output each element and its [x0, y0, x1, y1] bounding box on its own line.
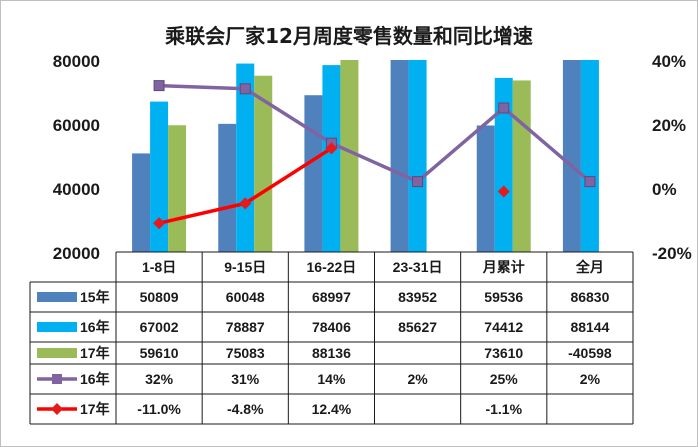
- legend-key-bar: [37, 348, 77, 358]
- data-label: 83952: [398, 289, 437, 305]
- data-label: 85627: [398, 319, 437, 335]
- bar-15年-月累计: [476, 125, 495, 252]
- data-label: 2%: [407, 371, 428, 387]
- data-label: 32%: [145, 371, 174, 387]
- bar-15年-全月: [562, 60, 581, 252]
- category-label: 9-15日: [224, 259, 266, 275]
- bar-16年-月累计: [494, 77, 513, 253]
- left-tick-label: 20000: [53, 244, 100, 263]
- data-label: 75083: [226, 345, 265, 361]
- right-tick-label: -20%: [652, 244, 692, 263]
- category-label: 16-22日: [307, 259, 357, 275]
- point-line-1-1-8日: [153, 217, 166, 230]
- category-label: 23-31日: [393, 259, 443, 275]
- left-tick-label: 40000: [53, 180, 100, 199]
- bar-16年-全月: [580, 60, 599, 252]
- bar-17年-16-22日: [340, 60, 359, 252]
- data-label: 78406: [312, 319, 351, 335]
- right-tick-label: 0%: [652, 180, 677, 199]
- bar-15年-23-31日: [390, 60, 409, 252]
- legend-label: 17年: [80, 345, 110, 361]
- point-line-0-月累计: [498, 102, 510, 114]
- category-label: 1-8日: [142, 259, 176, 275]
- category-label: 月累计: [482, 259, 525, 275]
- data-label: 78887: [226, 319, 265, 335]
- data-label: 14%: [317, 371, 346, 387]
- legend-label: 16年: [80, 371, 110, 387]
- data-label: 2%: [580, 371, 601, 387]
- data-label: 60048: [226, 289, 265, 305]
- bar-17年-1-8日: [168, 125, 187, 252]
- legend-key-marker: [51, 403, 63, 415]
- bar-17年-9-15日: [254, 75, 273, 252]
- right-tick-label: 40%: [652, 52, 686, 71]
- point-line-1-9-15日: [239, 197, 252, 210]
- data-label: 88144: [570, 319, 609, 335]
- point-line-1-16-22日: [325, 142, 338, 155]
- legend-key-bar: [37, 322, 77, 332]
- point-line-0-1-8日: [153, 80, 165, 92]
- data-label: 88136: [312, 345, 351, 361]
- data-label: 25%: [490, 371, 519, 387]
- data-label: -1.1%: [485, 401, 522, 417]
- left-tick-label: 80000: [53, 52, 100, 71]
- bar-15年-1-8日: [132, 153, 151, 252]
- data-label: 67002: [140, 319, 179, 335]
- data-label: 86830: [570, 289, 609, 305]
- data-label: 74412: [484, 319, 523, 335]
- data-label: 31%: [231, 371, 260, 387]
- data-label: 59536: [484, 289, 523, 305]
- legend-key-marker: [52, 374, 62, 384]
- lines-layer: [153, 80, 596, 230]
- bar-15年-9-15日: [218, 123, 237, 252]
- data-label: -40598: [568, 345, 612, 361]
- data-label: 12.4%: [312, 401, 352, 417]
- bar-15年-16-22日: [304, 95, 323, 253]
- data-label: 50809: [140, 289, 179, 305]
- left-axis: 80000 60000 40000 20000: [53, 52, 100, 263]
- data-label: 68997: [312, 289, 351, 305]
- point-line-0-23-31日: [412, 176, 424, 188]
- bar-16年-16-22日: [322, 65, 341, 252]
- left-tick-label: 60000: [53, 116, 100, 135]
- line-16年-series-0: [159, 83, 592, 184]
- point-line-1-月累计: [497, 185, 510, 198]
- legend-label: 16年: [80, 319, 110, 335]
- legend-key-bar: [37, 292, 77, 302]
- bar-17年-月累计: [512, 80, 531, 252]
- bar-16年-1-8日: [150, 101, 169, 252]
- data-label: 73610: [484, 345, 523, 361]
- data-table: 1-8日 9-15日 16-22日 23-31日 月累计 全月 15年 50809 60048 6…: [29, 251, 634, 425]
- bar-16年-23-31日: [408, 60, 427, 252]
- right-tick-label: 20%: [652, 116, 686, 135]
- data-label: -4.8%: [227, 401, 264, 417]
- right-axis: 40% 20% 0% -20%: [652, 52, 692, 263]
- bars-layer: [132, 60, 599, 253]
- chart-title: 乘联会厂家12月周度零售数量和同比增速: [165, 24, 533, 48]
- legend-label: 17年: [80, 401, 110, 417]
- data-label: 59610: [140, 345, 179, 361]
- point-line-0-全月: [584, 176, 596, 188]
- data-label: -11.0%: [137, 401, 181, 417]
- point-line-0-9-15日: [239, 83, 251, 95]
- category-label: 全月: [575, 259, 604, 275]
- legend-label: 15年: [80, 289, 110, 305]
